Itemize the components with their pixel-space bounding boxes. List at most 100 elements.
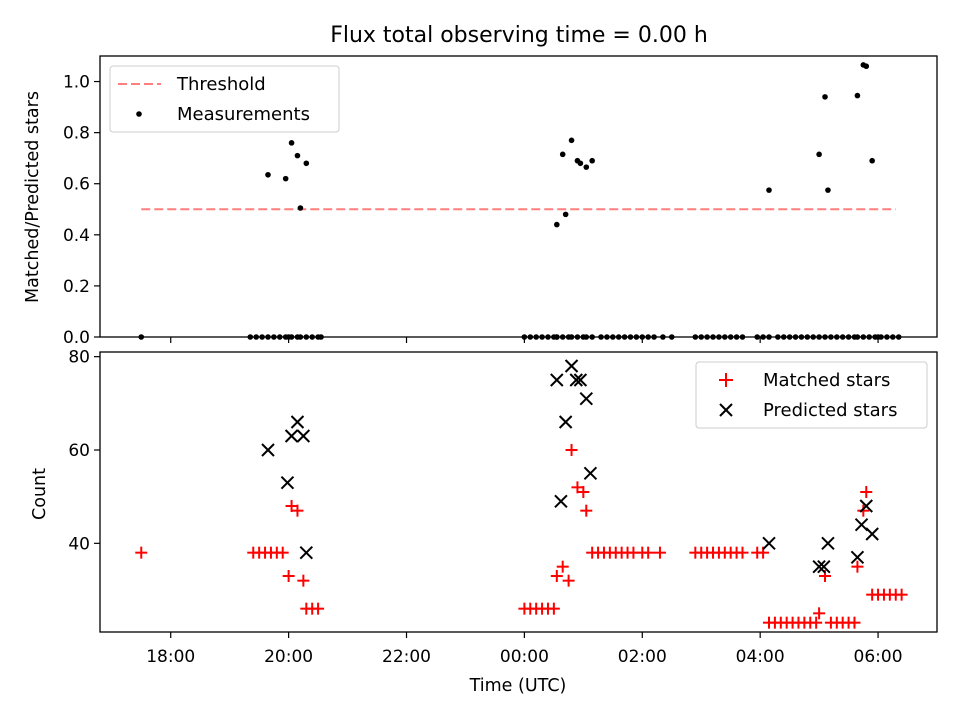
- top-y-tick-label: 1.0: [63, 73, 90, 93]
- matched-star-marker: [547, 602, 560, 615]
- x-tick-label: 22:00: [382, 647, 431, 667]
- matched-star-marker: [550, 570, 563, 582]
- predicted-star-marker: [564, 359, 579, 373]
- predicted-legend-label: Predicted stars: [763, 400, 897, 421]
- matched-star-marker: [848, 616, 861, 629]
- matched-star-marker: [577, 486, 590, 498]
- matched-star-marker: [857, 504, 870, 517]
- matched-star-marker: [276, 546, 289, 559]
- matched-legend-swatch: [719, 373, 733, 387]
- measurement-point: [297, 205, 304, 211]
- predicted-star-marker: [290, 415, 305, 429]
- predicted-star-marker: [579, 391, 593, 406]
- bottom-y-tick-label: 40: [68, 534, 90, 554]
- matched-star-marker: [291, 504, 304, 517]
- predicted-star-marker: [821, 536, 835, 551]
- measurement-point: [825, 187, 831, 193]
- predicted-star-marker: [558, 415, 573, 429]
- matched-star-marker: [282, 570, 295, 582]
- x-tick-label: 02:00: [618, 647, 667, 667]
- matched-star-marker: [851, 560, 864, 573]
- top-legend-box: [109, 65, 340, 133]
- matched-star-marker: [813, 607, 826, 620]
- measurement-point: [303, 160, 310, 167]
- top-panel: 0.0 0.2 0.4 0.6 0.8 1.0 Matched/Predicted sta…: [23, 55, 938, 348]
- predicted-star-marker: [296, 429, 311, 443]
- x-tick-label: 18:00: [146, 647, 195, 667]
- x-tick-label: 04:00: [736, 647, 785, 667]
- threshold-legend-label: Threshold: [176, 74, 266, 95]
- predicted-star-marker: [261, 443, 275, 457]
- measurement-point: [816, 151, 822, 158]
- matched-star-marker: [312, 602, 325, 615]
- bottom-y-tick-label: 80: [68, 348, 90, 368]
- predicted-star-marker: [284, 429, 299, 443]
- predicted-star-marker: [762, 536, 776, 551]
- top-y-tick-label: 0.0: [63, 328, 90, 348]
- x-axis-label: Time (UTC): [469, 676, 567, 696]
- predicted-star-marker: [554, 494, 568, 509]
- top-plot-frame: [99, 55, 938, 338]
- measurement-point: [559, 151, 566, 158]
- top-y-tick-label: 0.4: [63, 226, 90, 246]
- predicted-star-marker: [859, 499, 873, 513]
- matched-star-marker: [556, 560, 569, 573]
- top-y-tick-label: 0.6: [63, 175, 90, 195]
- predicted-star-marker: [569, 373, 583, 387]
- predicted-star-marker: [583, 466, 598, 481]
- matched-star-marker: [580, 504, 593, 517]
- bottom-panel: 40 60 80 18:00 20:00 22:00 00:00 02:00 04:00 06:…: [30, 348, 938, 696]
- predicted-star-marker: [280, 475, 295, 490]
- matched-star-marker: [860, 486, 873, 498]
- top-y-tick-label: 0.2: [63, 277, 90, 297]
- measurement-point: [282, 175, 289, 182]
- measurement-point: [869, 157, 875, 164]
- matched-star-marker: [895, 588, 908, 601]
- bottom-y-tick-label: 60: [68, 441, 90, 461]
- measurement-point: [766, 187, 772, 193]
- matched-star-marker: [562, 574, 575, 587]
- matched-star-marker: [297, 574, 310, 587]
- measurement-point: [294, 152, 301, 159]
- predicted-star-marker: [550, 373, 564, 387]
- predicted-star-marker: [865, 527, 879, 541]
- figure-title: Flux total observing time = 0.00 h: [330, 23, 708, 48]
- predicted-legend-swatch: [719, 403, 733, 417]
- matched-star-marker: [135, 546, 148, 559]
- predicted-star-marker: [299, 545, 314, 560]
- measurement-point: [554, 221, 560, 228]
- top-legend: Threshold Measurements: [109, 65, 340, 133]
- predicted-star-marker: [850, 550, 865, 565]
- bottom-legend: Matched stars Predicted stars: [695, 361, 928, 429]
- matched-legend-label: Matched stars: [763, 370, 890, 391]
- matched-star-marker: [642, 546, 655, 559]
- matched-star-marker: [810, 616, 823, 629]
- bottom-plot-frame: [99, 351, 938, 633]
- measurement-point: [583, 164, 590, 170]
- predicted-star-marker: [573, 373, 588, 387]
- measurements-legend-label: Measurements: [177, 104, 310, 125]
- measurement-point: [265, 171, 271, 178]
- measurement-point: [589, 157, 595, 164]
- predicted-star-marker: [812, 559, 826, 574]
- top-y-axis-label: Matched/Predicted stars: [23, 91, 43, 303]
- x-tick-label: 20:00: [264, 647, 313, 667]
- measurement-point: [577, 160, 584, 167]
- x-tick-label: 06:00: [854, 647, 903, 667]
- measurement-point: [863, 63, 870, 70]
- predicted-star-marker: [817, 559, 831, 574]
- matched-star-marker: [565, 444, 578, 456]
- measurements-legend-swatch: [136, 111, 142, 117]
- top-y-tick-label: 0.8: [63, 124, 90, 144]
- bottom-y-axis-label: Count: [30, 468, 50, 520]
- bottom-legend-box: [695, 361, 928, 429]
- measurement-point: [854, 92, 861, 99]
- x-tick-label: 00:00: [500, 647, 549, 667]
- measurement-point: [822, 94, 828, 100]
- measurement-point: [562, 211, 569, 218]
- matched-star-marker: [736, 546, 749, 559]
- matched-star-marker: [653, 546, 666, 559]
- measurement-point: [568, 137, 575, 144]
- measurement-point: [288, 140, 295, 146]
